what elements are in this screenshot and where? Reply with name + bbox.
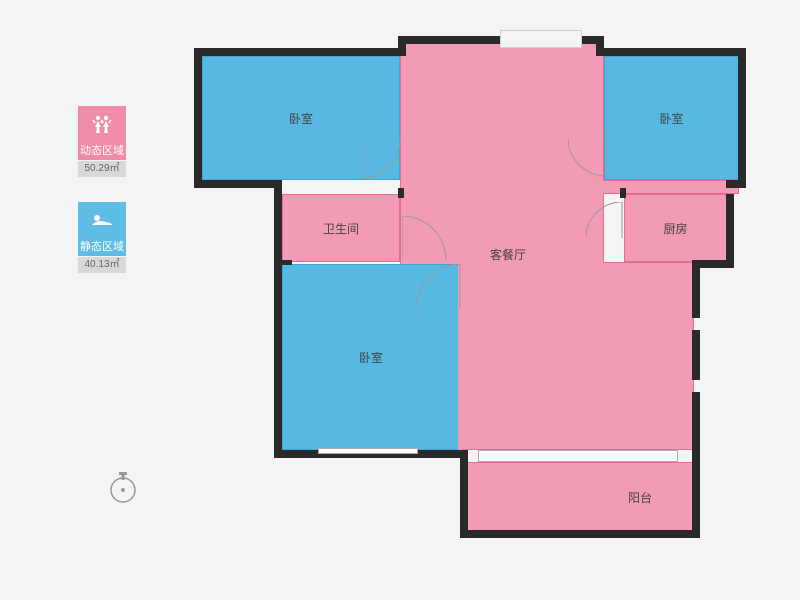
room-bedroom-tr-label: 卧室 (659, 110, 683, 127)
wall (398, 188, 404, 198)
room-kitchen: 厨房 (624, 194, 727, 262)
wall (620, 188, 626, 198)
roof-notch (500, 30, 582, 48)
room-bathroom: 卫生间 (282, 194, 400, 262)
room-bedroom-tr: 卧室 (604, 56, 739, 180)
wall (398, 36, 406, 56)
legend-dynamic-icon (78, 106, 126, 142)
compass-icon (105, 470, 141, 506)
wall (274, 180, 282, 458)
wall (194, 48, 202, 188)
legend-static-icon (78, 202, 126, 238)
door-arc-bedroom-bl (416, 264, 464, 312)
living-label-text: 客餐厅 (490, 248, 526, 262)
legend-dynamic-label: 动态区域 (78, 142, 126, 160)
room-bedroom-tl-label: 卧室 (289, 110, 313, 127)
room-living-label: 客餐厅 (490, 246, 526, 263)
wall (194, 48, 404, 56)
window-bedroom-bl (318, 448, 418, 454)
wall (738, 48, 746, 188)
wall (596, 36, 604, 56)
door-arc-bedroom-tr (568, 138, 610, 180)
wall (194, 180, 282, 188)
wall (692, 260, 734, 268)
door-arc-bathroom (402, 216, 450, 264)
door-arc-bedroom-tl (362, 140, 404, 182)
wall (726, 194, 734, 260)
wall (598, 48, 746, 56)
wall (460, 530, 700, 538)
wall (276, 260, 292, 265)
room-bedroom-bl-label: 卧室 (359, 349, 383, 366)
wall (692, 330, 700, 380)
wall (398, 36, 500, 44)
legend-dynamic: 动态区域 50.29㎡ (78, 106, 126, 177)
legend-static-value: 40.13㎡ (78, 257, 126, 273)
room-balcony-label: 阳台 (628, 489, 652, 506)
legend-static: 静态区域 40.13㎡ (78, 202, 126, 273)
wall (692, 450, 700, 538)
door-arc-kitchen (586, 202, 626, 242)
window-balcony-top (478, 450, 678, 462)
wall (726, 180, 746, 188)
room-balcony: 阳台 (466, 462, 694, 532)
floorplan: 卧室 卧室 客餐厅 卫生间 厨房 卧室 阳台 (190, 30, 750, 560)
legend-dynamic-value: 50.29㎡ (78, 161, 126, 177)
room-living-ext-br (603, 262, 694, 450)
legend-static-label: 静态区域 (78, 238, 126, 256)
wall (460, 450, 468, 538)
room-kitchen-label: 厨房 (663, 220, 687, 237)
wall (692, 268, 700, 318)
room-bathroom-label: 卫生间 (323, 220, 359, 237)
wall (692, 392, 700, 458)
